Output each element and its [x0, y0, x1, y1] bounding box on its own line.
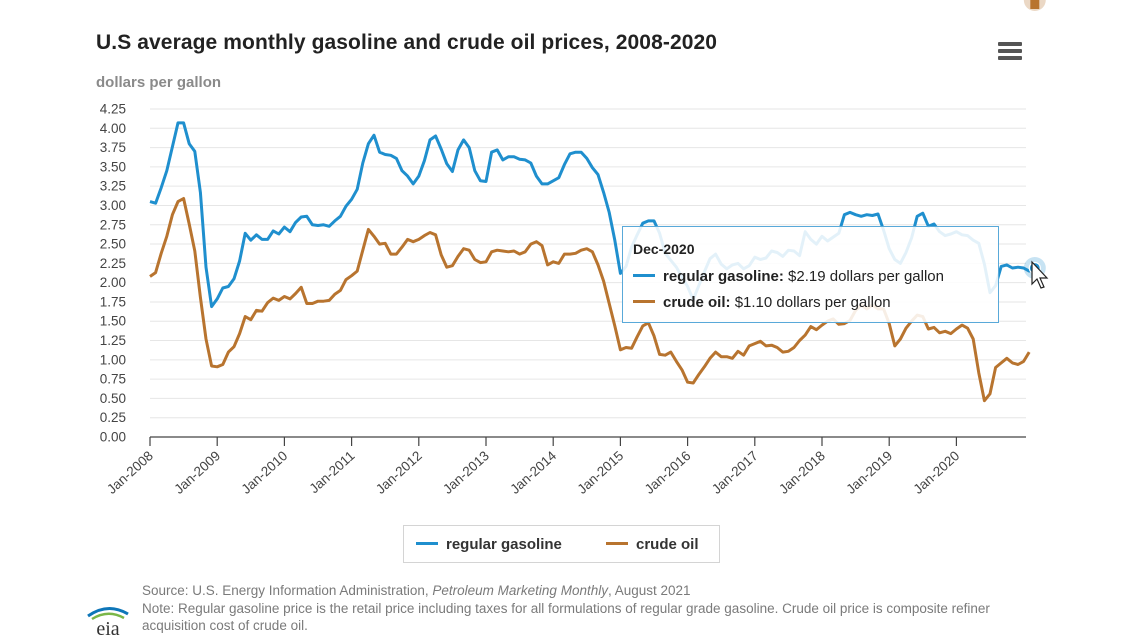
- y-tick-label: 4.00: [100, 121, 126, 136]
- tooltip-crude-label: crude oil:: [663, 294, 731, 311]
- crude-swatch: [633, 300, 655, 304]
- x-tick-label: Jan-2015: [575, 448, 627, 497]
- y-tick-label: 1.75: [100, 294, 126, 309]
- y-tick-label: 0.75: [100, 372, 126, 387]
- legend-gasoline-label: regular gasoline: [446, 536, 562, 553]
- eia-logo-text: eia: [96, 618, 119, 638]
- y-tick-label: 2.75: [100, 217, 126, 232]
- x-tick-label: Jan-2012: [373, 448, 425, 497]
- legend-item-gasoline[interactable]: regular gasoline: [416, 536, 562, 553]
- crude-hover-marker: [1030, 0, 1040, 9]
- y-tick-label: 3.25: [100, 179, 126, 194]
- x-tick-label: Jan-2010: [239, 448, 291, 497]
- y-tick-label: 1.00: [100, 352, 126, 367]
- legend-crude-swatch: [606, 542, 628, 546]
- y-tick-label: 2.50: [100, 237, 126, 252]
- hover-markers: [1023, 0, 1046, 279]
- y-axis-unit-label: dollars per gallon: [96, 74, 222, 91]
- eia-logo: eia: [87, 607, 129, 638]
- source-publication: Petroleum Marketing Monthly: [432, 583, 608, 598]
- x-tick-label: Jan-2017: [709, 448, 761, 497]
- legend: regular gasoline crude oil: [403, 525, 720, 563]
- tooltip-gasoline-label: regular gasoline:: [663, 268, 784, 285]
- source-suffix: , August 2021: [607, 583, 691, 598]
- tooltip: Dec-2020 regular gasoline: $2.19 dollars…: [622, 226, 999, 323]
- y-tick-label: 1.25: [100, 333, 126, 348]
- x-tick-label: Jan-2019: [843, 448, 895, 497]
- x-tick-label: Jan-2013: [440, 448, 492, 497]
- y-tick-label: 3.50: [100, 159, 126, 174]
- y-tick-label: 0.00: [100, 430, 126, 445]
- source-text: Source: U.S. Energy Information Administ…: [142, 582, 691, 599]
- x-tick-label: Jan-2008: [104, 448, 156, 497]
- tooltip-row-crude: crude oil: $1.10 dollars per gallon: [633, 294, 891, 311]
- chart-title: U.S average monthly gasoline and crude o…: [96, 31, 718, 54]
- x-tick-label: Jan-2016: [642, 448, 694, 497]
- x-tick-label: Jan-2011: [306, 448, 357, 496]
- y-tick-label: 0.50: [100, 391, 126, 406]
- tooltip-date: Dec-2020: [633, 241, 695, 257]
- tooltip-row-gasoline: regular gasoline: $2.19 dollars per gall…: [633, 268, 944, 285]
- mouse-cursor-icon: [1031, 260, 1049, 289]
- y-tick-label: 3.00: [100, 198, 126, 213]
- source-prefix: Source: U.S. Energy Information Administ…: [142, 583, 433, 598]
- y-tick-label: 1.50: [100, 314, 126, 329]
- legend-crude-label: crude oil: [636, 536, 699, 553]
- legend-gasoline-swatch: [416, 542, 438, 546]
- y-tick-label: 0.25: [100, 410, 126, 425]
- note-text: Note: Regular gasoline price is the reta…: [142, 601, 990, 633]
- y-axis: 0.00 0.25 0.50 0.75 1.00 1.25 1.50 1.75 2.00 2.25…: [100, 102, 126, 445]
- gasoline-swatch: [633, 274, 655, 278]
- hamburger-menu-icon[interactable]: [996, 40, 1024, 62]
- x-tick-label: Jan-2018: [776, 448, 828, 497]
- x-axis: Jan-2008 Jan-2009 Jan-2010 Jan-2011 Jan-2012…: [104, 436, 1026, 497]
- tooltip-crude-value: $1.10 dollars per gallon: [734, 294, 891, 311]
- x-tick-label: Jan-2020: [911, 448, 963, 497]
- y-tick-label: 2.25: [100, 256, 126, 271]
- y-tick-label: 3.75: [100, 140, 126, 155]
- y-tick-label: 4.25: [100, 102, 126, 117]
- legend-item-crude[interactable]: crude oil: [606, 536, 699, 553]
- y-tick-label: 2.00: [100, 275, 126, 290]
- x-tick-label: Jan-2014: [507, 448, 559, 497]
- tooltip-gasoline-value: $2.19 dollars per gallon: [788, 268, 944, 285]
- x-tick-label: Jan-2009: [171, 448, 223, 497]
